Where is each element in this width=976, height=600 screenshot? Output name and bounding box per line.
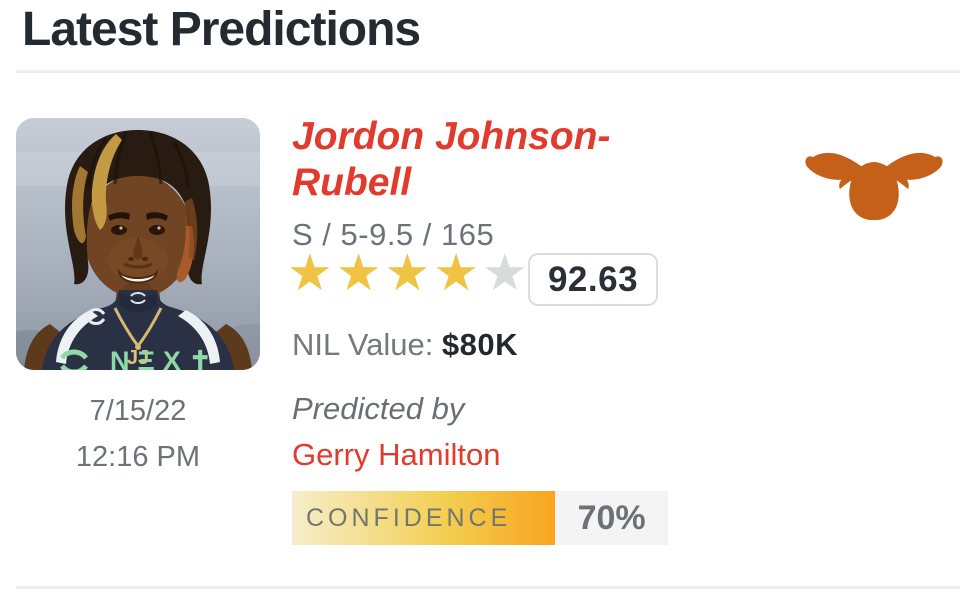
nil-value-row: NIL Value: $80K: [292, 328, 518, 362]
longhorn-icon: [805, 153, 943, 220]
predicted-by-label: Predicted by: [292, 391, 465, 426]
prediction-date: 7/15/22: [89, 395, 187, 427]
confidence-label: CONFIDENCE: [306, 503, 512, 532]
player-position-height-weight: S / 5-9.5 / 165: [292, 217, 495, 252]
player-name-link[interactable]: Jordon Johnson-Rubell: [292, 115, 611, 204]
star-filled-icon: ★: [433, 244, 482, 303]
svg-text:NΞX✝: NΞX✝: [110, 346, 220, 370]
prediction-time: 12:16 PM: [75, 441, 201, 473]
star-filled-icon: ★: [335, 244, 385, 303]
star-filled-icon: ★: [287, 244, 336, 303]
confidence-percentage: 70%: [577, 498, 646, 537]
nil-value: $80K: [441, 327, 519, 362]
nil-label: NIL Value:: [292, 327, 442, 362]
player-photo-illustration: JJ NΞX✝: [16, 118, 260, 370]
svg-text:JJ: JJ: [127, 347, 149, 369]
star-filled-icon: ★: [384, 244, 434, 303]
player-photo[interactable]: JJ NΞX✝: [16, 118, 260, 370]
predictor-link[interactable]: Gerry Hamilton: [292, 437, 501, 472]
star-empty-icon: ★: [481, 244, 531, 303]
confidence-meter: CONFIDENCE 70%: [292, 491, 668, 545]
texas-longhorns-logo[interactable]: [803, 141, 945, 220]
rating-score-box: 92.63: [528, 253, 658, 306]
star-rating: ★★★★★: [287, 245, 531, 303]
confidence-fill: CONFIDENCE: [292, 491, 556, 545]
prediction-timestamp: 7/15/22 12:16 PM: [16, 388, 260, 480]
bottom-divider: [16, 586, 960, 589]
top-divider: [16, 70, 960, 73]
rating-score: 92.63: [547, 259, 639, 299]
page-title: Latest Predictions: [22, 3, 421, 56]
